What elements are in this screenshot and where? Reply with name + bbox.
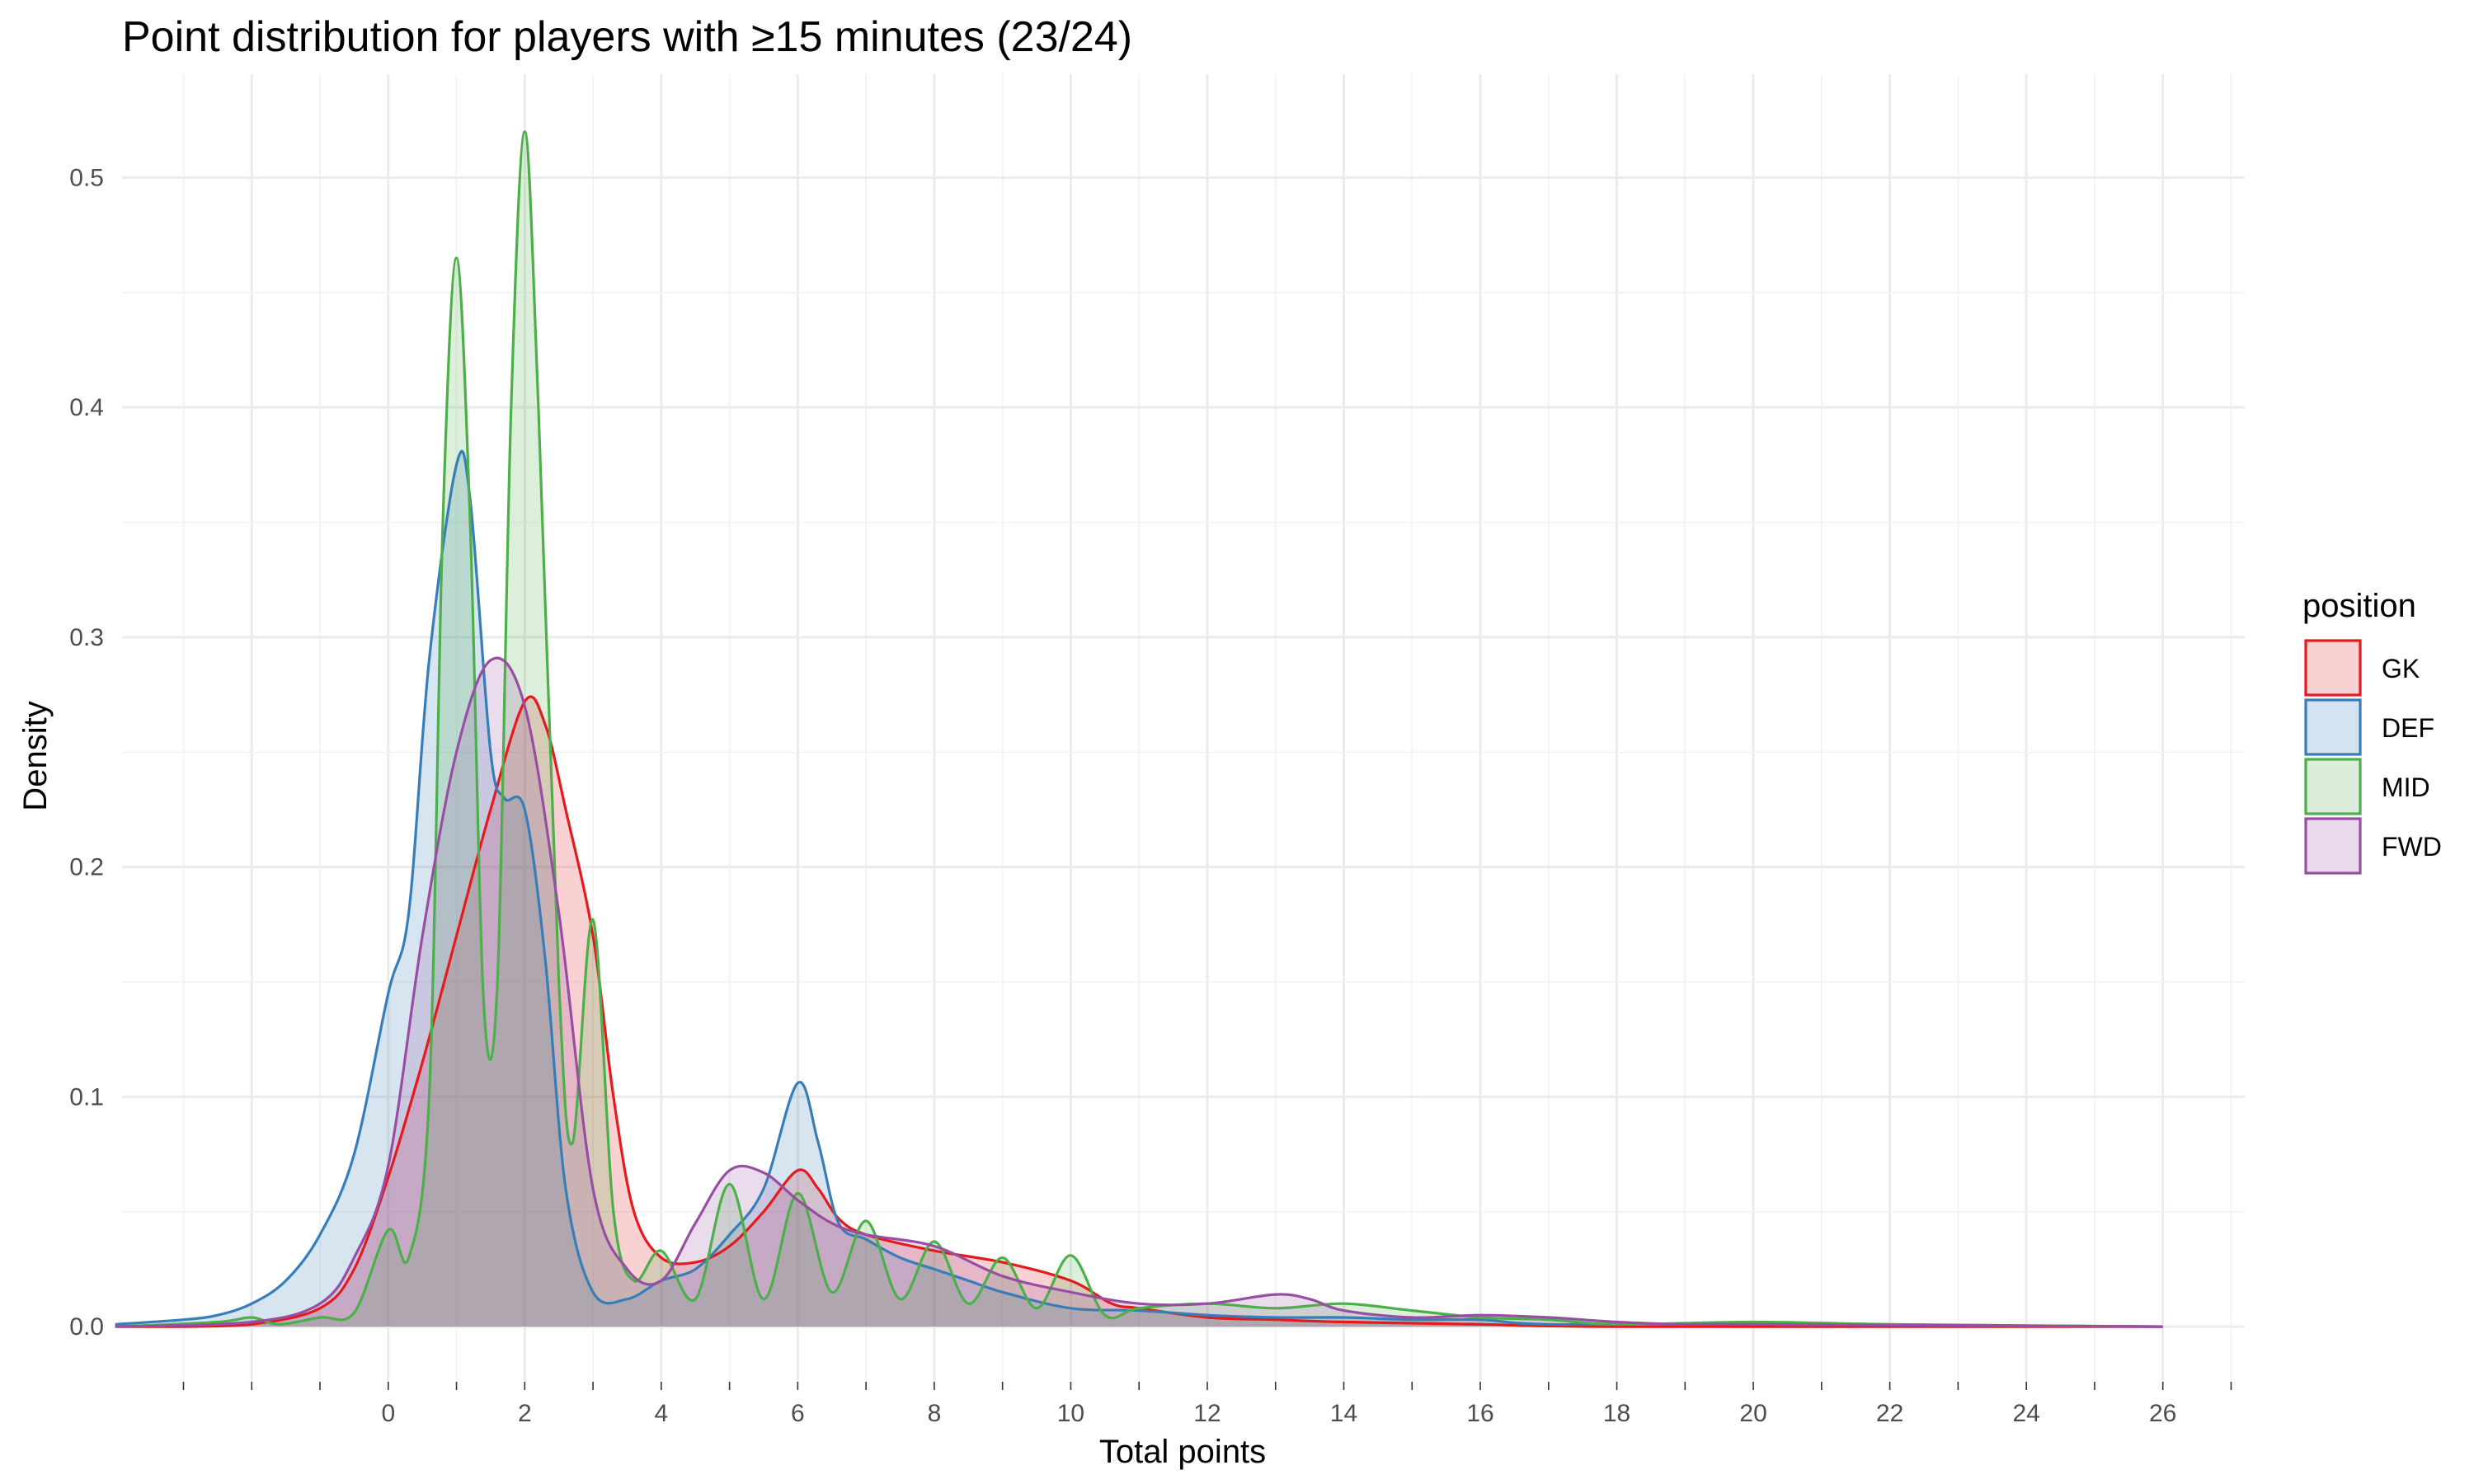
y-tick-label: 0.3 xyxy=(69,624,104,651)
y-axis-ticks: 0.0 0.1 0.2 0.3 0.4 0.5 xyxy=(69,164,104,1341)
y-tick-label: 0.0 xyxy=(69,1313,104,1341)
density-area-mid xyxy=(115,131,2163,1327)
x-axis-title: Total points xyxy=(1099,1434,1266,1470)
legend-title: position xyxy=(2302,588,2416,624)
x-tick-label: 4 xyxy=(655,1400,669,1427)
y-axis-title: Density xyxy=(17,701,54,810)
y-tick-label: 0.4 xyxy=(69,394,104,421)
x-tick-label: 24 xyxy=(2012,1400,2039,1427)
density-area-def xyxy=(115,451,2163,1327)
grid-lines xyxy=(122,74,2245,1382)
legend-swatch-mid xyxy=(2304,758,2362,815)
legend-swatch-fwd xyxy=(2304,817,2362,875)
y-tick-label: 0.2 xyxy=(69,854,104,881)
x-tick-label: 22 xyxy=(1876,1400,1903,1427)
density-lines xyxy=(115,130,2163,1328)
density-line-mid xyxy=(115,130,2163,1328)
x-tick-label: 12 xyxy=(1193,1400,1221,1427)
x-tick-label: 0 xyxy=(381,1400,395,1427)
y-tick-label: 0.5 xyxy=(69,164,104,191)
x-tick-label: 14 xyxy=(1330,1400,1357,1427)
x-tick-label: 10 xyxy=(1057,1400,1084,1427)
x-tick-label: 2 xyxy=(518,1400,532,1427)
legend-swatch-def xyxy=(2304,698,2362,756)
x-tick-label: 16 xyxy=(1466,1400,1493,1427)
chart-title: Point distribution for players with ≥15 … xyxy=(122,13,1132,61)
density-line-fwd xyxy=(115,656,2163,1328)
x-tick-label: 6 xyxy=(791,1400,805,1427)
density-line-gk xyxy=(115,695,2163,1328)
legend: position GK DEF MID FWD xyxy=(2302,588,2442,875)
x-tick-label: 8 xyxy=(928,1400,942,1427)
density-areas xyxy=(115,131,2163,1327)
x-axis-ticks: 0 2 4 6 8 10 12 14 16 18 20 22 24 26 xyxy=(182,1382,2232,1427)
density-area-gk xyxy=(115,696,2163,1327)
legend-label-gk: GK xyxy=(2382,654,2420,683)
y-tick-label: 0.1 xyxy=(69,1083,104,1111)
legend-label-mid: MID xyxy=(2382,773,2430,802)
x-tick-label: 20 xyxy=(1739,1400,1766,1427)
legend-label-fwd: FWD xyxy=(2382,832,2442,862)
legend-swatch-gk xyxy=(2304,639,2362,697)
x-tick-label: 18 xyxy=(1603,1400,1630,1427)
legend-label-def: DEF xyxy=(2382,713,2434,743)
x-tick-label: 26 xyxy=(2149,1400,2176,1427)
density-area-fwd xyxy=(115,658,2163,1327)
legend-items: GK DEF MID FWD xyxy=(2304,639,2442,875)
